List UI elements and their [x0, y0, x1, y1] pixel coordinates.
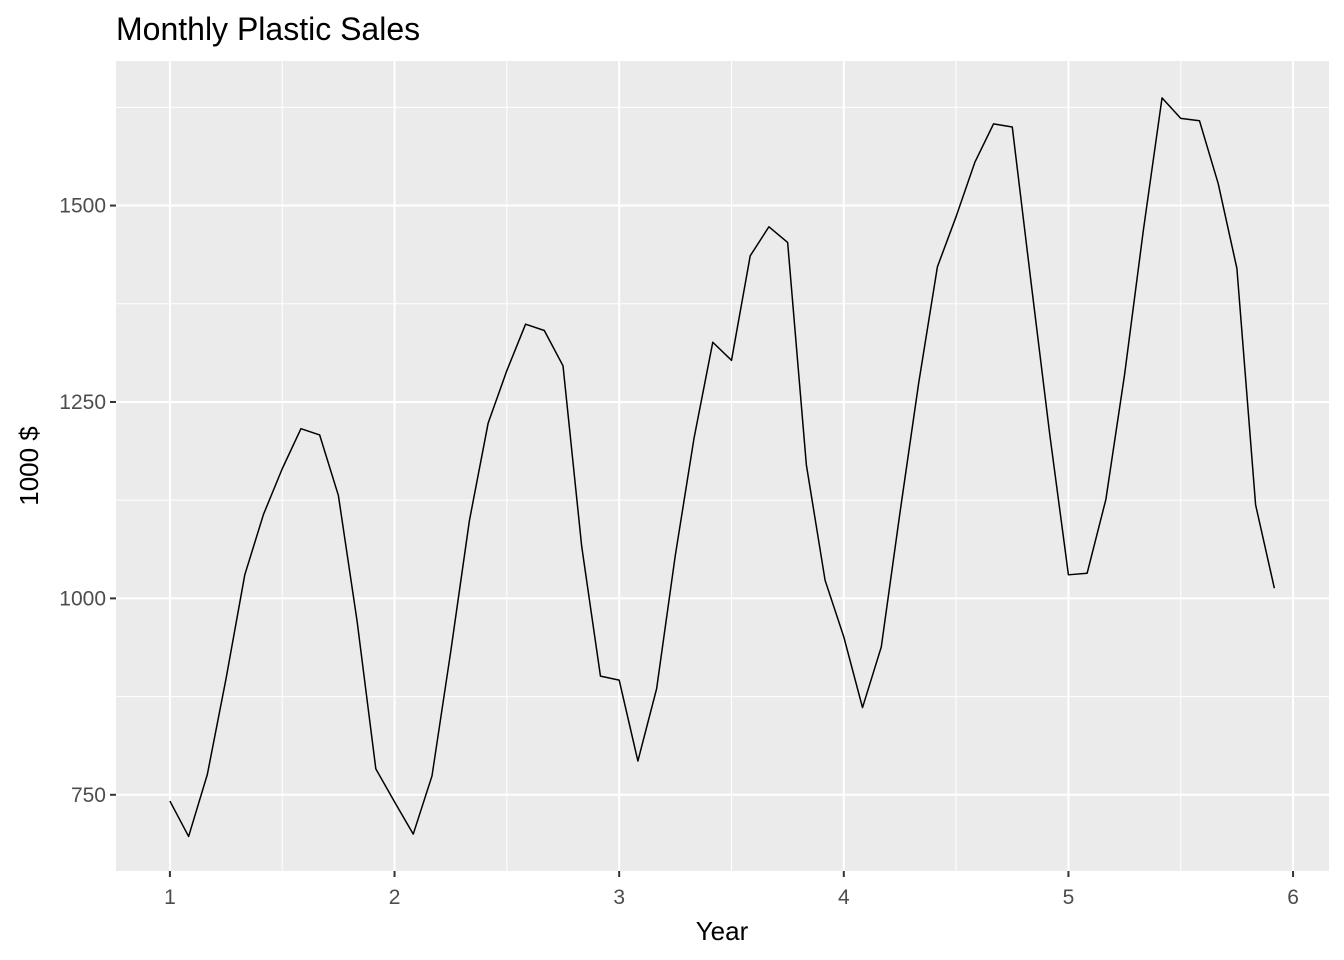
y-axis-title: 1000 $ [14, 426, 44, 506]
x-tick-label: 1 [164, 886, 176, 909]
minor-gridlines [116, 61, 1329, 871]
major-gridlines [116, 61, 1329, 871]
y-tick-label: 750 [71, 784, 106, 807]
x-axis-title: Year [696, 916, 749, 946]
x-tick-label: 3 [613, 886, 625, 909]
x-axis-ticks: 1 2 3 4 5 6 [164, 871, 1299, 909]
chart-title: Monthly Plastic Sales [116, 11, 420, 47]
series-line [169, 97, 1276, 838]
y-tick-label: 1000 [59, 587, 106, 610]
y-axis-ticks: 750 1000 1250 1500 [59, 195, 116, 807]
y-tick-label: 1250 [59, 391, 106, 414]
x-tick-label: 4 [838, 886, 850, 909]
y-tick-label: 1500 [59, 195, 106, 218]
x-tick-label: 2 [389, 886, 401, 909]
x-tick-label: 6 [1287, 886, 1299, 909]
x-tick-label: 5 [1063, 886, 1075, 909]
plot-panel [116, 61, 1329, 871]
